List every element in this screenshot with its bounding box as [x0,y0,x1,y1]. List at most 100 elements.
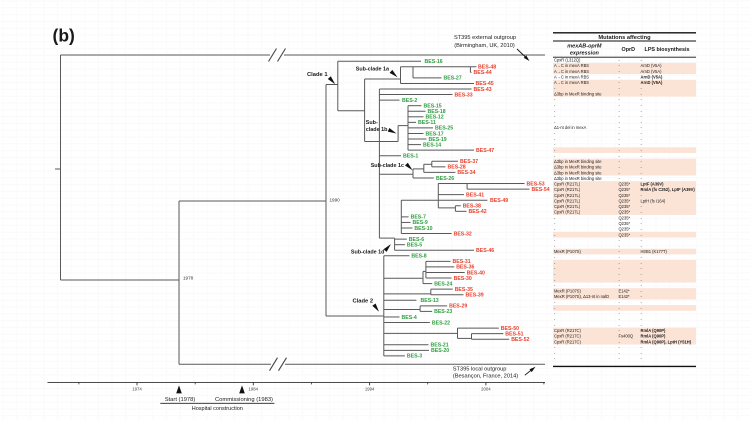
svg-text:Start (1978): Start (1978) [165,397,196,403]
svg-text:BES-26: BES-26 [436,176,454,182]
svg-text:-: - [554,266,556,271]
svg-text:-: - [641,114,643,119]
svg-text:BES-16: BES-16 [425,59,443,65]
svg-text:-: - [641,193,643,198]
svg-text:BES-33: BES-33 [455,92,473,98]
svg-text:BES-24: BES-24 [434,281,452,287]
svg-text:-: - [641,86,643,91]
svg-text:BES-48: BES-48 [478,65,496,71]
svg-text:OprD: OprD [622,47,636,53]
svg-text:-: - [641,210,643,215]
svg-text:-: - [619,306,621,311]
svg-text:-: - [641,153,643,158]
svg-text:E142*: E142* [619,294,631,299]
svg-text:-: - [554,311,556,316]
svg-text:-: - [641,255,643,260]
svg-text:1974: 1974 [132,386,142,391]
svg-text:BES-31: BES-31 [453,259,471,265]
svg-text:-: - [641,170,643,175]
svg-text:BES-38: BES-38 [463,204,481,210]
svg-text:-: - [619,356,621,361]
svg-text:-: - [619,266,621,271]
svg-text:RmlA (fs C252), LptF (A39V): RmlA (fs C252), LptF (A39V) [641,187,696,192]
svg-text:Δ3bp in MexR binding site: Δ3bp in MexR binding site [554,91,602,96]
svg-text:ST395 external outgroup: ST395 external outgroup [454,35,516,41]
svg-text:-: - [641,58,643,63]
svg-text:BES-39: BES-39 [466,293,484,299]
svg-text:BES-42: BES-42 [469,209,487,215]
svg-text:BES-30: BES-30 [454,276,472,282]
svg-text:BES-15: BES-15 [424,103,442,109]
svg-text:BES-54: BES-54 [532,187,550,193]
svg-text:-: - [641,215,643,220]
svg-text:Commissioning (1983): Commissioning (1983) [215,397,273,403]
svg-text:-: - [641,227,643,232]
svg-text:-: - [554,148,556,153]
svg-text:A→C in mexA RBS: A→C in mexA RBS [554,69,589,74]
svg-text:HtrB1 (K177T): HtrB1 (K177T) [641,249,668,254]
svg-text:BES-10: BES-10 [414,226,432,232]
svg-text:-: - [554,86,556,91]
svg-text:BES-12: BES-12 [426,115,444,121]
svg-text:-: - [641,142,643,147]
svg-text:-: - [619,120,621,125]
svg-text:CpxR (R217L): CpxR (R217L) [554,193,581,198]
svg-text:BES-46: BES-46 [476,248,494,254]
svg-text:LptF (A39V): LptF (A39V) [641,182,665,187]
svg-text:Q235*: Q235* [619,221,631,226]
svg-text:-: - [619,63,621,68]
svg-text:-: - [619,159,621,164]
svg-text:-: - [619,97,621,102]
svg-text:BES-36: BES-36 [456,265,474,271]
svg-text:1984: 1984 [249,386,259,391]
svg-text:Fs400Q: Fs400Q [619,334,634,339]
svg-text:-: - [641,306,643,311]
svg-text:BES-11: BES-11 [418,120,436,126]
svg-text:Q235*: Q235* [619,210,631,215]
svg-text:-: - [619,339,621,344]
svg-text:-: - [619,255,621,260]
svg-text:-: - [641,311,643,316]
svg-text:-: - [619,170,621,175]
svg-text:Δ3bp in MexR binding site: Δ3bp in MexR binding site [554,159,602,164]
svg-text:BES-29: BES-29 [449,304,467,310]
svg-text:LPS biosynthesis: LPS biosynthesis [645,47,690,53]
svg-text:-: - [641,204,643,209]
svg-text:ST395 local outgroup: ST395 local outgroup [453,366,507,372]
svg-text:LptH (fs I164): LptH (fs I164) [641,198,666,203]
svg-text:-: - [554,322,556,327]
svg-text:BES-5: BES-5 [407,242,422,248]
svg-text:-: - [641,221,643,226]
svg-text:CpxR (R217L): CpxR (R217L) [554,210,581,215]
svg-text:Δ3bp in MexR binding site: Δ3bp in MexR binding site [554,170,602,175]
svg-text:-: - [554,103,556,108]
svg-text:-: - [619,131,621,136]
svg-text:-: - [619,75,621,80]
svg-text:-: - [619,322,621,327]
svg-text:Q235*: Q235* [619,182,631,187]
svg-text:-: - [641,300,643,305]
svg-text:Q235*: Q235* [619,193,631,198]
svg-text:Sub-clade 1c: Sub-clade 1c [371,163,404,169]
svg-text:BES-43: BES-43 [474,87,492,93]
svg-text:-: - [619,103,621,108]
svg-text:A→C in mexA RBS: A→C in mexA RBS [554,63,589,68]
svg-text:ArnD (V5A): ArnD (V5A) [641,63,663,68]
svg-text:-: - [641,345,643,350]
svg-text:Clade 2: Clade 2 [353,299,374,305]
svg-text:BES-9: BES-9 [413,220,428,226]
svg-text:-: - [641,238,643,243]
svg-text:BES-6: BES-6 [409,237,424,243]
svg-text:-: - [641,277,643,282]
svg-text:-: - [641,232,643,237]
svg-text:-: - [554,142,556,147]
svg-text:Sub-clade 1d: Sub-clade 1d [351,250,385,256]
svg-text:Hospital construction: Hospital construction [192,406,243,412]
svg-text:-: - [619,114,621,119]
svg-text:-: - [641,165,643,170]
svg-text:-: - [641,159,643,164]
svg-text:Q235*: Q235* [619,232,631,237]
svg-text:BES-40: BES-40 [467,270,485,276]
svg-text:(Besançon, France, 2014): (Besançon, France, 2014) [453,374,518,380]
svg-text:Q235*: Q235* [619,204,631,209]
